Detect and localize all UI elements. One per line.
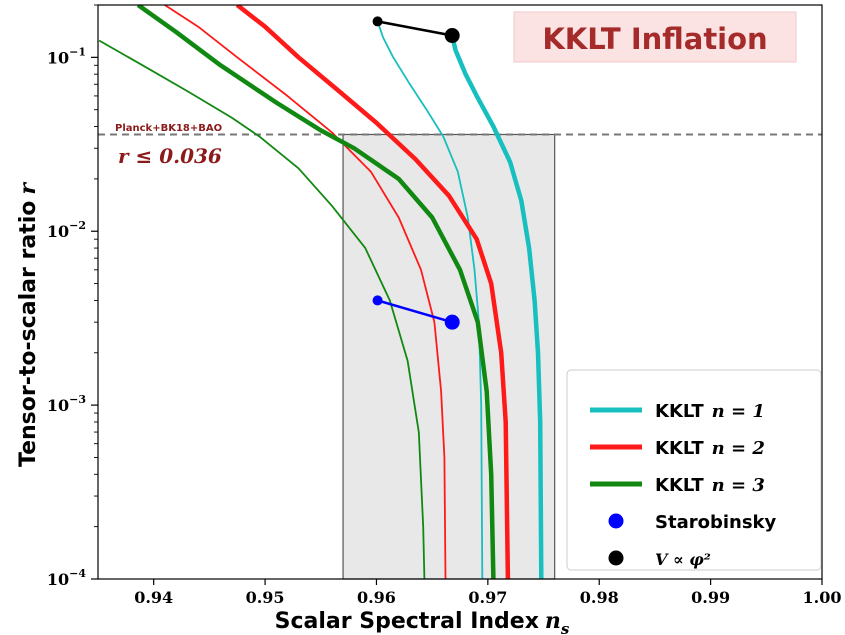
y-tick-label-2: 10−3 (47, 393, 86, 415)
allowed-region (342, 133, 556, 580)
x-axis-label-symbol: n (545, 608, 561, 634)
series-7-line (377, 20, 453, 37)
y-tick-label-exponent: −4 (69, 567, 86, 580)
legend-box (566, 369, 822, 571)
plot-markers-layer (372, 16, 460, 330)
x-tick-label-3: 0.97 (468, 588, 507, 607)
legend-label-text: KKLT (655, 475, 704, 496)
chart-title-box (513, 11, 797, 63)
plot-frame (97, 4, 823, 580)
y-tick-label-base: 10 (47, 222, 69, 241)
y-tick-label-1: 10−2 (47, 219, 86, 241)
series-6-point-0 (372, 295, 383, 306)
legend-label-text: Starobinsky (655, 512, 777, 533)
legend-entries: KKLT n = 1 KKLT n = 2 KKLT n = 3 Starobinsky V … (590, 401, 777, 569)
y-tick-label-exponent: −2 (69, 219, 86, 232)
x-tick-label-1: 0.95 (246, 588, 285, 607)
legend-label-math: n = 2 (712, 438, 765, 459)
series-6-line (377, 299, 453, 324)
series-7-point-0 (372, 16, 383, 27)
x-tick-label-2: 0.96 (357, 588, 396, 607)
y-tick-label-exponent: −1 (69, 45, 86, 58)
legend-label-text: KKLT (655, 438, 704, 459)
legend-label-2: KKLT n = 3 (655, 475, 765, 496)
plot-frame-layer (97, 4, 823, 580)
y-tick-label-3: 10−4 (47, 567, 86, 589)
x-tick-label-6: 1.00 (803, 588, 842, 607)
series-3-line (164, 5, 447, 579)
x-tick-label-4: 0.98 (580, 588, 619, 607)
y-tick-label-base: 10 (47, 570, 69, 589)
y-tick-label-base: 10 (47, 396, 69, 415)
x-tick-label-0: 0.94 (134, 588, 173, 607)
x-axis-label: Scalar Spectral Index ns (275, 608, 570, 635)
constraint-source-label: Planck+BK18+BAO (115, 123, 222, 134)
y-axis-label: Tensor-to-scalar ratio r (15, 182, 41, 467)
y-tick-label-base: 10 (47, 48, 69, 67)
legend-label-math: n = 1 (712, 401, 765, 422)
series-5-line (98, 39, 426, 579)
y-tick-label-0: 10−1 (47, 45, 86, 67)
series-6-point-1 (444, 314, 460, 330)
x-axis-label-text: Scalar Spectral Index (275, 609, 539, 634)
legend-marker-3 (608, 513, 624, 529)
legend-label-1: KKLT n = 2 (655, 438, 765, 459)
plot-series-layer (98, 5, 544, 579)
legend-label-text: KKLT (655, 401, 704, 422)
plot-shade-layer (98, 133, 822, 580)
legend-label-math: n = 3 (712, 475, 765, 496)
legend-label-text: V ∝ φ² (655, 550, 711, 569)
chart-title: KKLT Inflation (542, 22, 767, 56)
legend-label-0: KKLT n = 1 (655, 401, 765, 422)
x-axis-label-subscript: s (561, 620, 570, 635)
y-axis-label-symbol: r (15, 182, 41, 195)
series-7-point-1 (444, 28, 460, 44)
legend-marker-4 (608, 550, 624, 566)
x-tick-label-5: 0.99 (691, 588, 730, 607)
legend-label-4: V ∝ φ² (655, 550, 711, 569)
series-2-line (235, 5, 511, 579)
legend: KKLT n = 1 KKLT n = 2 KKLT n = 3 Starobinsky V … (566, 369, 822, 571)
y-axis-label-text: Tensor-to-scalar ratio (16, 201, 41, 467)
y-tick-label-exponent: −3 (69, 393, 86, 406)
axis-ticks-layer: 0.94 0.95 0.96 0.97 0.98 0.99 1.0010−110−210−3… (47, 4, 842, 607)
constraint-value-label: r ≤ 0.036 (118, 144, 222, 168)
series-0-line (450, 35, 544, 579)
legend-label-3: Starobinsky (655, 512, 777, 533)
series-4-line (136, 5, 496, 579)
